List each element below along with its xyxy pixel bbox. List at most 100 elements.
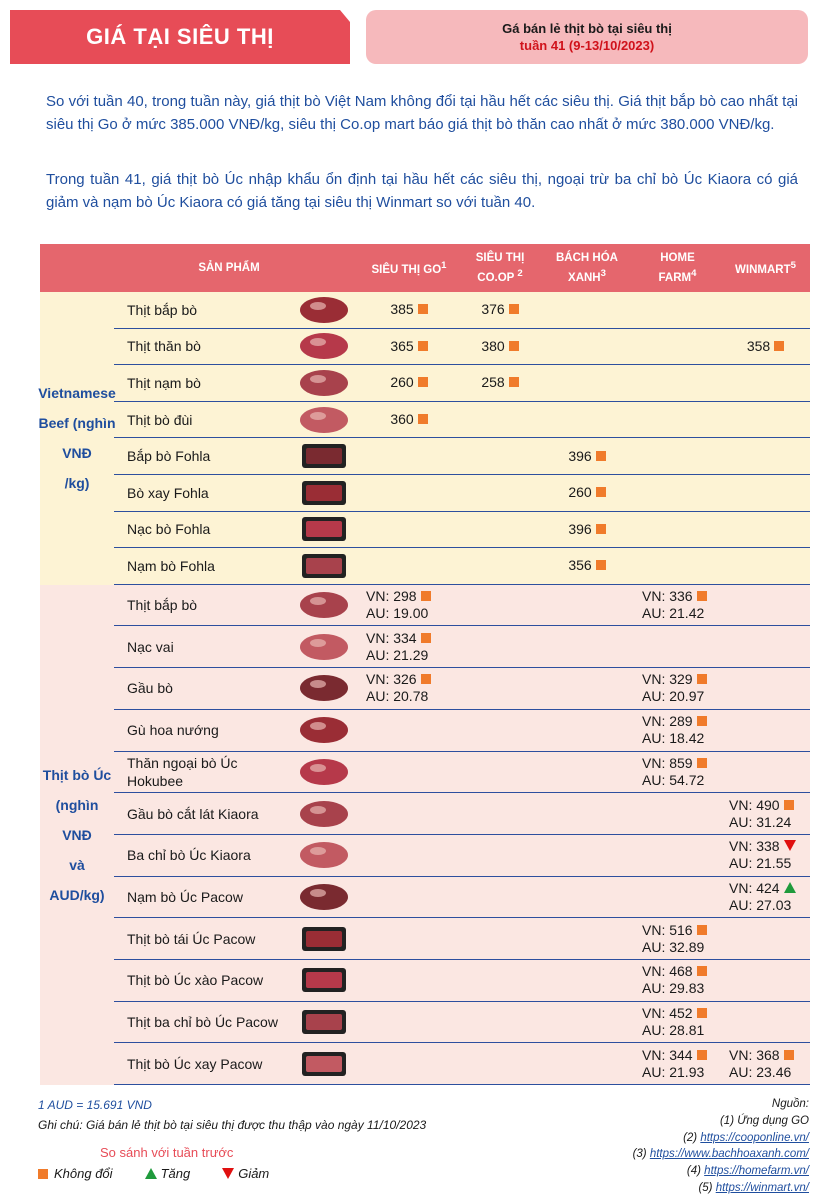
square-orange-icon [783,799,794,810]
square-orange-icon [417,377,428,388]
table-row: Gầu bò cắt lát Kiaora VN: 490 AU: 31.24 [114,793,810,835]
legend-same-label: Không đổi [54,1166,113,1181]
meat-image-icon [301,517,346,542]
header-go-label: SIÊU THỊ GO [371,263,442,276]
price-vn: VN: 368 [729,1047,810,1064]
source-5-prefix: (5) [698,1181,716,1194]
price-vn: VN: 516 [642,922,721,939]
header-wm-label: WINMART [735,263,791,276]
source-2-prefix: (2) [683,1131,701,1144]
header-go: SIÊU THỊ GO1 [358,258,460,278]
price-cell-wm: 358 [721,338,810,355]
price-cell-go: 385 [358,301,460,318]
triangle-down-icon [783,840,796,852]
square-orange-icon [38,1168,48,1179]
source-4-link[interactable]: https://homefarm.vn/ [704,1165,809,1178]
header-homefarm: HOME FARM4 [634,251,721,286]
price-value: 380 [481,337,505,354]
price-cell-hf: VN: 289 AU: 18.42 [634,713,721,747]
source-3-link[interactable]: https://www.bachhoaxanh.com/ [649,1148,809,1161]
product-name: Thăn ngoại bò Úc Hokubee [127,754,238,789]
meat-image-icon [299,800,348,827]
price-value: 376 [481,301,505,318]
price-vn-value: VN: 336 [642,588,693,605]
header-wm-sup: 5 [790,260,796,272]
product-image [289,365,358,401]
price-vn-value: VN: 338 [729,838,780,855]
page-subtitle-box: Gá bán lẻ thịt bò tại siêu thị tuần 41 (… [366,10,808,64]
price-cell-bhx: 396 [540,448,634,465]
product-name: Thịt bắp bò [127,301,198,318]
square-orange-icon [508,340,519,351]
product-image [289,329,358,365]
page-title: GIÁ TẠI SIÊU THỊ [10,10,350,64]
price-value: 260 [568,484,592,501]
product-name: Nạc bò Fohla [127,521,211,538]
price-value: 260 [390,374,414,391]
product-name: Bò xay Fohla [127,484,209,501]
group-label-au-l2: (nghìn VNĐ [55,796,99,843]
product-image [289,668,358,709]
table-row: Thịt bắp bò VN: 298 AU: 19.00 VN: 336 AU: 21… [114,585,810,627]
header-bhx-l2: XANH [568,271,601,284]
square-orange-icon [696,674,707,685]
square-orange-icon [417,340,428,351]
price-cell-coop: 380 [460,338,540,355]
price-cell-go: VN: 334 AU: 21.29 [358,630,460,664]
source-2: (2) https://cooponline.vn/ [633,1130,809,1147]
product-name: Nạm bò Fohla [127,557,215,574]
price-au: AU: 32.89 [642,938,705,955]
square-orange-icon [595,523,606,534]
price-au: AU: 20.78 [366,688,429,705]
product-image [289,1002,358,1043]
price-value: 358 [746,337,771,354]
product-name: Thịt bò đùi [127,411,193,428]
product-name: Thịt ba chỉ bò Úc Pacow [127,1013,278,1030]
legend-up-label: Tăng [160,1166,191,1181]
source-2-link[interactable]: https://cooponline.vn/ [700,1131,809,1144]
meat-image-icon [301,1051,346,1076]
table-header: SẢN PHẨM SIÊU THỊ GO1 SIÊU THỊ CO.OP 2 BÁ… [40,244,810,292]
square-orange-icon [696,757,707,768]
square-orange-icon [420,591,431,602]
source-5-link[interactable]: https://winmart.vn/ [715,1181,809,1194]
product-image [289,918,358,959]
product-name: Thịt nạm bò [127,374,201,391]
product-image [289,710,358,751]
legend-down: Giảm [222,1166,269,1181]
price-au: AU: 31.24 [729,813,792,830]
page-week: tuần 41 (9-13/10/2023) [519,38,655,53]
price-vn-value: VN: 490 [729,796,780,813]
price-table: SẢN PHẨM SIÊU THỊ GO1 SIÊU THỊ CO.OP 2 BÁ… [38,244,810,1085]
table-row: Gầu bò VN: 326 AU: 20.78 VN: 329 AU: 20.97 [114,668,810,710]
price-value: 396 [568,447,592,464]
meat-image-icon [301,480,346,505]
header-winmart: WINMART5 [721,258,810,278]
table-row: Thịt bò Úc xào Pacow VN: 468 AU: 29.83 [114,960,810,1002]
price-cell-wm: VN: 368 AU: 23.46 [721,1047,810,1081]
header-bhx-l1: BÁCH HÓA [556,251,618,264]
product-name: Nạc vai [127,638,174,655]
header-coop-l2: CO.OP [477,271,515,284]
price-vn: VN: 859 [642,755,721,772]
price-au: AU: 29.83 [642,980,705,997]
intro-paragraph-1: So với tuần 40, trong tuần này, giá thịt… [46,93,798,133]
price-cell-hf: VN: 452 AU: 28.81 [634,1005,721,1039]
price-cell-hf: VN: 516 AU: 32.89 [634,922,721,956]
meat-image-icon [301,926,346,951]
square-orange-icon [420,674,431,685]
table-row: Thịt bắp bò 385 376 [114,292,810,329]
price-vn: VN: 468 [642,963,721,980]
square-orange-icon [696,966,707,977]
group-label-au: Thịt bò Úc (nghìn VNĐ và AUD/kg) [40,585,114,1085]
group-label-vn-l1: Vietnamese [38,385,116,402]
price-vn: VN: 334 [366,630,460,647]
group-label-vn-l2: Beef (nghìn [38,415,116,432]
source-4: (4) https://homefarm.vn/ [633,1163,809,1180]
header-coop: SIÊU THỊ CO.OP 2 [460,251,540,286]
price-cell-coop: 258 [460,374,540,391]
group-label-vn-l4: /kg) [64,475,90,492]
price-vn: VN: 338 [729,838,810,855]
source-5: (5) https://winmart.vn/ [633,1180,809,1197]
table-row: Thịt bò Úc xay Pacow VN: 344 AU: 21.93 VN: … [114,1043,810,1085]
